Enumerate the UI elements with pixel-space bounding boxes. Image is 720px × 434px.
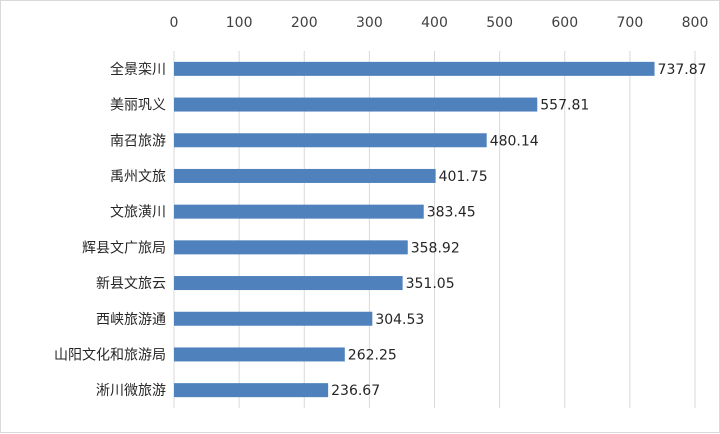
bar-2 bbox=[174, 133, 487, 148]
category-label-6: 新县文旅云 bbox=[96, 276, 166, 292]
data-label-7: 304.53 bbox=[375, 312, 424, 328]
bar-5 bbox=[174, 240, 408, 255]
category-label-9: 淅川微旅游 bbox=[96, 383, 166, 399]
category-label-7: 西峡旅游通 bbox=[96, 312, 166, 328]
x-axis-ticks: 0 100 200 300 400 500 600 700 800 bbox=[170, 15, 709, 31]
x-tick-label-2: 200 bbox=[291, 15, 318, 31]
bar-1 bbox=[174, 97, 538, 112]
data-label-3: 401.75 bbox=[439, 169, 488, 185]
bar-8 bbox=[174, 347, 345, 362]
data-label-9: 236.67 bbox=[331, 383, 380, 399]
x-tick-label-6: 600 bbox=[551, 15, 578, 31]
bar-0 bbox=[174, 61, 655, 76]
x-tick-label-5: 500 bbox=[486, 15, 513, 31]
category-label-2: 南召旅游 bbox=[110, 133, 166, 149]
bar-6 bbox=[174, 276, 403, 291]
x-tick-label-1: 100 bbox=[226, 15, 253, 31]
bar-4 bbox=[174, 204, 424, 219]
category-label-3: 禹州文旅 bbox=[110, 169, 166, 185]
category-label-5: 辉县文广旅局 bbox=[82, 240, 166, 256]
data-labels: 737.87 557.81 480.14 401.75 383.45 358.92 351.… bbox=[331, 62, 706, 399]
x-tick-label-8: 800 bbox=[682, 15, 709, 31]
data-label-4: 383.45 bbox=[427, 205, 476, 221]
bar-3 bbox=[174, 168, 436, 183]
x-tick-label-7: 700 bbox=[617, 15, 644, 31]
category-label-0: 全景栾川 bbox=[110, 61, 166, 78]
category-label-1: 美丽巩义 bbox=[110, 98, 166, 114]
data-label-5: 358.92 bbox=[411, 240, 460, 256]
data-label-8: 262.25 bbox=[348, 347, 397, 363]
bars bbox=[174, 61, 655, 398]
category-label-4: 文旅潢川 bbox=[110, 205, 166, 221]
data-label-0: 737.87 bbox=[658, 62, 707, 78]
x-tick-label-0: 0 bbox=[170, 15, 179, 31]
data-label-6: 351.05 bbox=[406, 276, 455, 292]
x-tick-label-3: 300 bbox=[356, 15, 383, 31]
data-label-1: 557.81 bbox=[540, 98, 589, 114]
category-label-8: 山阳文化和旅游局 bbox=[54, 347, 166, 363]
bar-7 bbox=[174, 311, 373, 326]
bar-9 bbox=[174, 383, 329, 398]
x-tick-label-4: 400 bbox=[421, 15, 448, 31]
category-labels: 全景栾川美丽巩义南召旅游禹州文旅文旅潢川辉县文广旅局新县文旅云西峡旅游通山阳文化… bbox=[54, 61, 166, 399]
data-label-2: 480.14 bbox=[490, 133, 539, 149]
